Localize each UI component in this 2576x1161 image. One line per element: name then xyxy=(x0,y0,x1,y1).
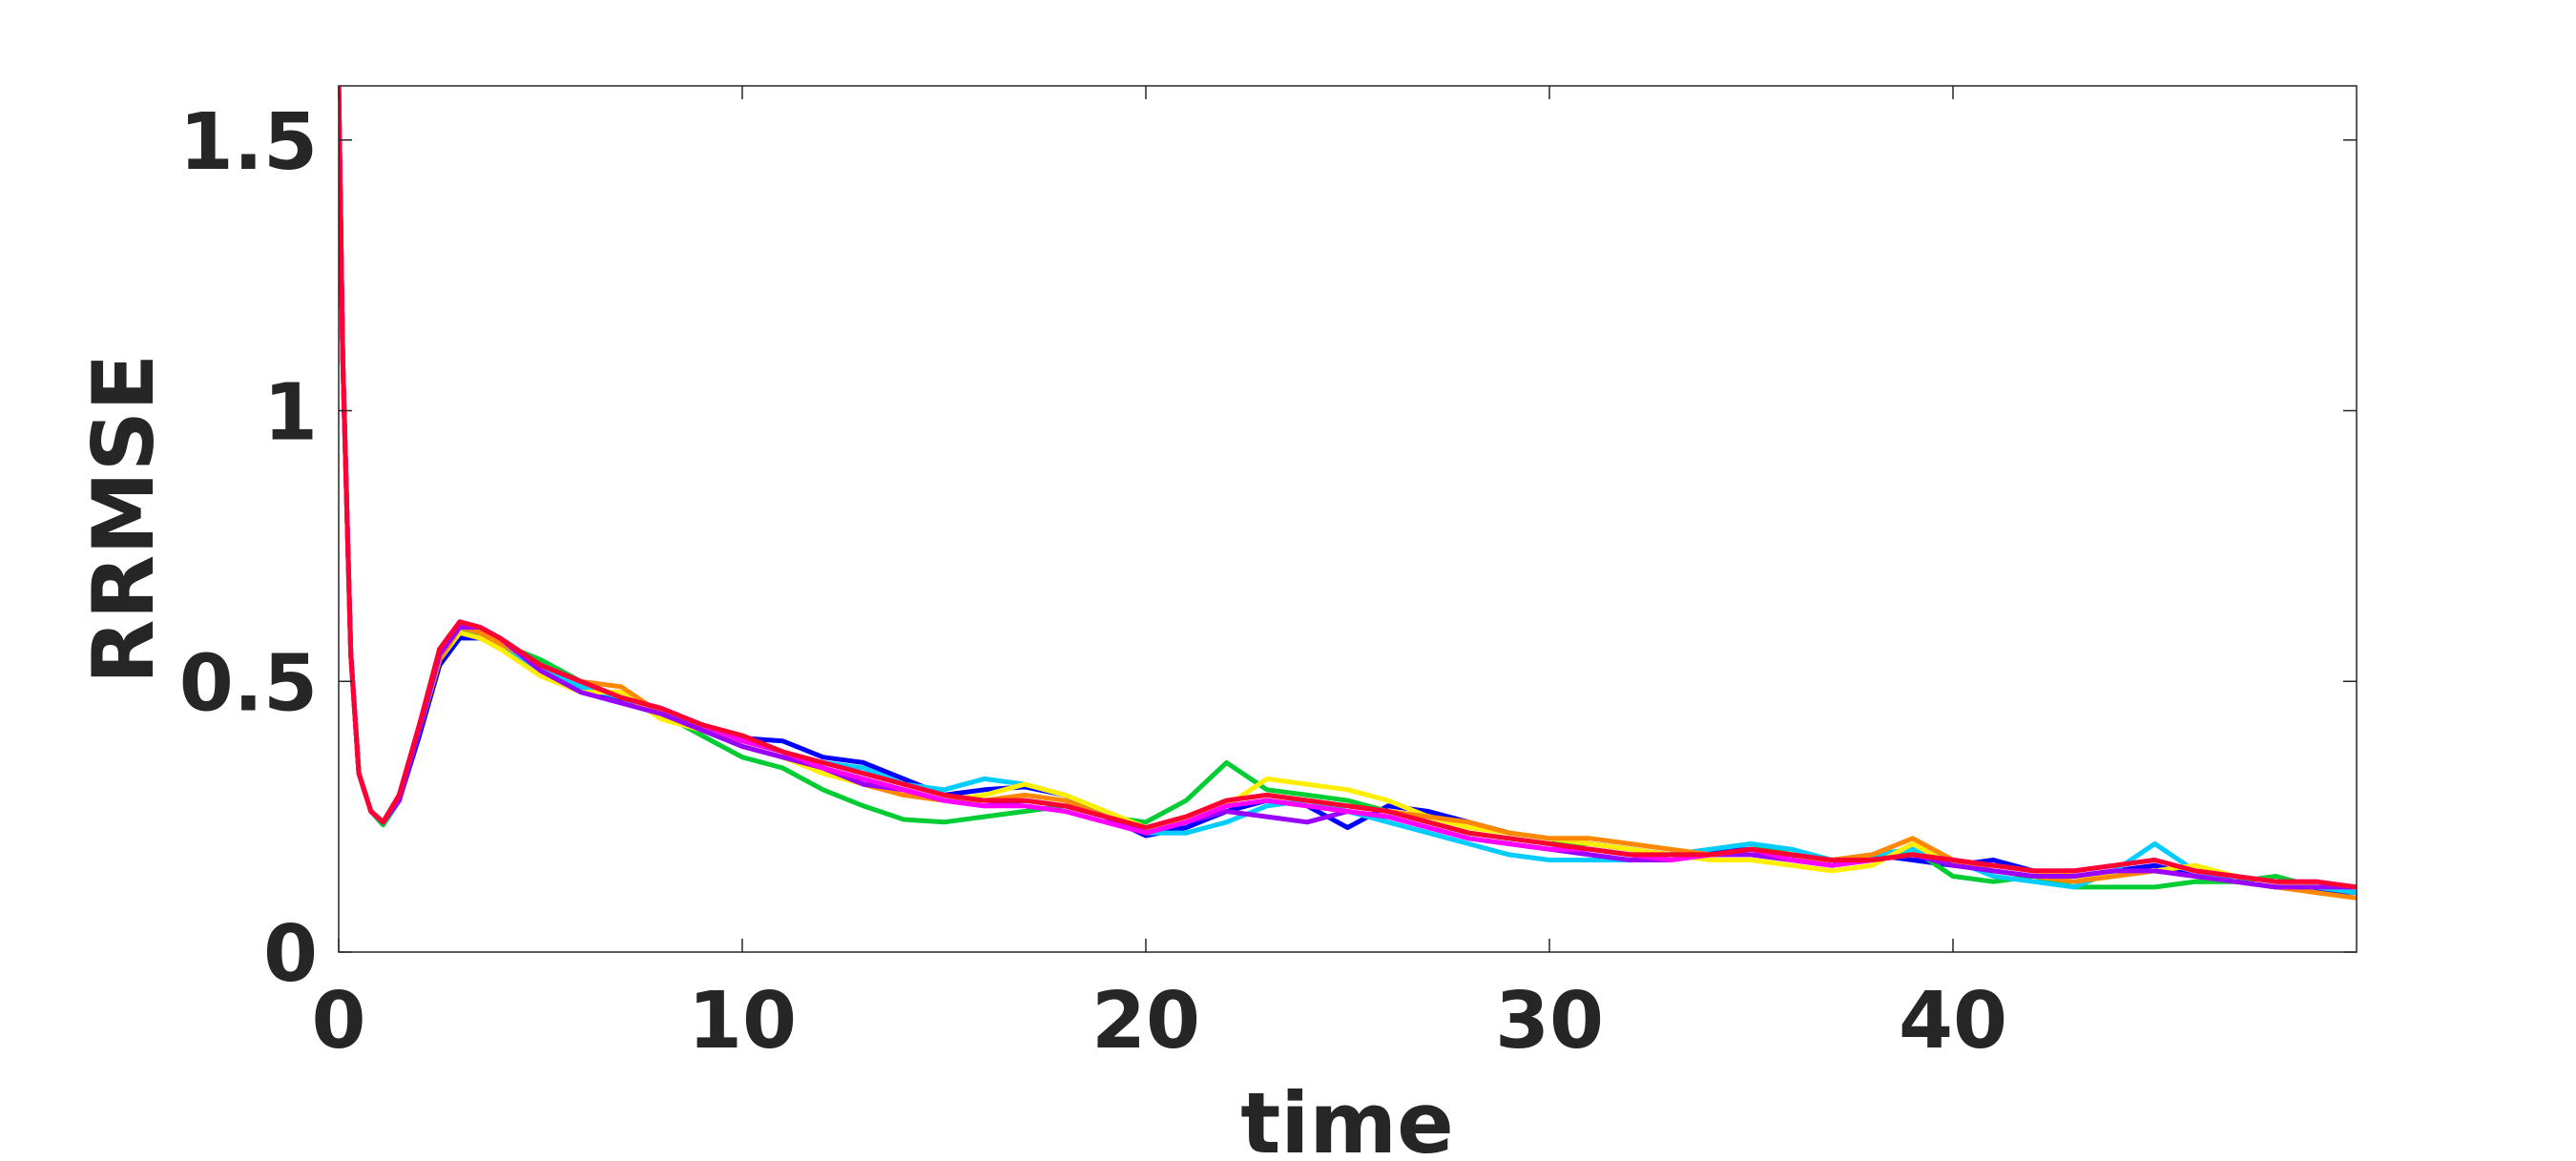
y-tick-label: 1 xyxy=(263,368,318,459)
x-tick-label: 30 xyxy=(1495,976,1604,1067)
x-axis-title: time xyxy=(1240,1074,1454,1161)
axis-ticks xyxy=(338,86,2357,953)
x-tick-label: 40 xyxy=(1899,976,2007,1067)
x-tick-label: 0 xyxy=(311,976,365,1067)
series-line-6 xyxy=(339,86,2357,890)
series-line-8 xyxy=(339,86,2357,890)
y-tick-label: 0 xyxy=(263,909,318,1000)
series-group xyxy=(339,86,2357,901)
y-axis-title: RRMSE xyxy=(74,354,173,685)
y-tick-label: 0.5 xyxy=(179,638,318,729)
series-line-2 xyxy=(339,86,2357,896)
plot-area xyxy=(339,86,2357,952)
y-tick-label: 1.5 xyxy=(179,97,318,188)
plot-frame xyxy=(338,85,2358,953)
tick-labels: 0 10 20 30 40 0 0.5 1 1.5 xyxy=(179,97,2007,1067)
x-tick-label: 10 xyxy=(688,976,797,1067)
x-tick-label: 20 xyxy=(1091,976,1200,1067)
